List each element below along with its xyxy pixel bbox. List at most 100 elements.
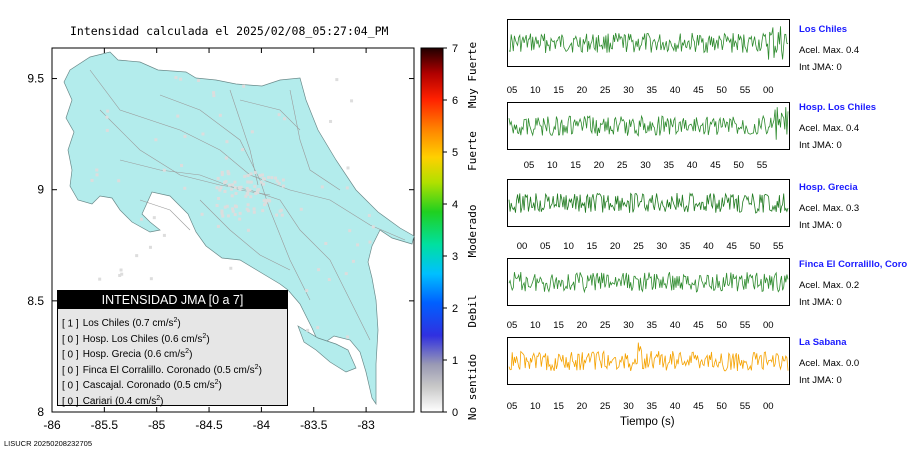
seismic-station-dot — [346, 335, 350, 339]
trace-tick-label: 20 — [593, 160, 605, 171]
seismic-station-dot — [368, 240, 372, 244]
trace-station-name[interactable]: Finca El Corralillo, Coro — [799, 259, 908, 270]
trace-panel[interactable] — [507, 179, 790, 227]
trace-max-accel: Acel. Max. 0.0 — [799, 358, 860, 369]
trace-max-accel: Acel. Max. 0.3 — [799, 203, 860, 214]
seismic-station-dot — [176, 114, 180, 118]
colorbar-tick-label: 4 — [452, 199, 458, 211]
trace-tick-label: 35 — [663, 160, 675, 171]
seismic-station-dot — [226, 214, 230, 218]
trace-tick-label: 30 — [623, 85, 634, 96]
legend-station: Hosp. Grecia — [82, 349, 142, 361]
seismic-station-dot — [148, 245, 152, 249]
road-network — [89, 69, 406, 341]
colorbar-category-label: Muy Fuerte — [466, 42, 479, 108]
intensity-legend: INTENSIDAD JMA [0 a 7] [ 1 ] Los Chiles (0… — [57, 290, 288, 407]
seismic-station-dot — [280, 213, 284, 217]
seismic-station-dot — [162, 233, 166, 237]
seismic-station-dot — [162, 168, 166, 172]
trace-intensity: Int JMA: 0 — [799, 220, 842, 231]
land-osa-peninsula — [297, 325, 357, 373]
trace-tick-label: 05 — [523, 160, 535, 171]
trace-tick-label: 15 — [553, 401, 564, 412]
lon-tick-label: -85.5 — [91, 418, 119, 432]
seismic-station-dot — [230, 187, 234, 191]
legend-accel: (0.5 cm/s — [173, 380, 215, 392]
trace-tick-label: 25 — [599, 320, 611, 331]
waveform-line — [508, 342, 789, 372]
trace-panel[interactable] — [507, 102, 790, 150]
colorbar-tick-label: 6 — [452, 95, 458, 107]
seismic-station-dot — [259, 180, 263, 184]
legend-level: [ 0 ] — [62, 395, 79, 407]
trace-tick-label: 45 — [693, 85, 704, 96]
seismic-station-dot — [246, 228, 250, 232]
seismic-station-dot — [317, 268, 321, 272]
trace-tick-label: 10 — [530, 320, 541, 331]
seismic-station-dot — [226, 171, 230, 175]
seismic-station-dot — [258, 173, 262, 177]
trace-station-name[interactable]: La Sabana — [799, 337, 847, 348]
trace-tick-label: 25 — [616, 160, 628, 171]
seismic-station-dot — [219, 186, 223, 190]
trace-panel[interactable] — [507, 258, 790, 306]
trace-tick-label: 35 — [646, 401, 658, 412]
waveform-line — [508, 192, 789, 214]
seismic-station-dot — [237, 186, 241, 190]
trace-info: Los Chiles Acel. Max. 0.4 Int JMA: 0 — [799, 24, 910, 73]
waveform-line — [508, 271, 789, 294]
seismic-station-dot — [183, 134, 187, 138]
trace-station-name[interactable]: Hosp. Los Chiles — [799, 102, 877, 113]
seismic-station-dot — [221, 214, 225, 218]
seismic-station-dot — [316, 326, 320, 330]
seismic-station-dot — [324, 241, 328, 245]
road-line — [239, 99, 301, 131]
trace-tick-label: 00 — [763, 320, 774, 331]
trace-tick-label: 10 — [563, 241, 574, 252]
colorbar-category-label: Debil — [466, 294, 479, 327]
seismic-station-dot — [275, 179, 279, 183]
seismic-station-dot — [238, 188, 242, 192]
trace-intensity: Int JMA: 0 — [799, 297, 842, 308]
seismic-station-dot — [283, 117, 287, 121]
trace-tick-label: 35 — [646, 85, 658, 96]
trace-station-name[interactable]: Los Chiles — [799, 24, 848, 35]
legend-rows: [ 1 ] Los Chiles (0.7 cm/s2)[ 0 ] Hosp. Los… — [58, 309, 287, 407]
map-title: Intensidad calculada el 2025/02/08_05:27… — [70, 24, 389, 38]
trace-intensity: Int JMA: 0 — [799, 140, 842, 151]
trace-tick-label: 25 — [599, 401, 611, 412]
colorbar-tick-label: 2 — [452, 303, 458, 315]
legend-accel-close: ) — [160, 395, 164, 407]
waveform-svg — [508, 107, 789, 140]
seismic-station-dot — [215, 186, 219, 190]
seismic-station-dot — [180, 163, 184, 167]
seismic-station-dot — [105, 115, 109, 119]
seismic-station-dot — [253, 184, 257, 188]
seismic-station-dot — [239, 185, 243, 189]
road-line — [159, 94, 311, 301]
seismic-station-dot — [233, 186, 237, 190]
lat-tick-label: 9 — [37, 183, 44, 197]
lat-tick-label: 8.5 — [27, 294, 44, 308]
legend-accel-exponent: 2 — [214, 379, 219, 386]
waveform-svg — [508, 342, 789, 372]
colorbar-tick-label: 7 — [452, 43, 458, 55]
legend-level: [ 0 ] — [62, 349, 79, 361]
trace-tick-label: 40 — [669, 320, 681, 331]
seismic-station-dot — [261, 173, 265, 177]
intensity-colorbar: 0 1 2 3 4 5 6 7 No sentido Debil Moderado Fuerte Mu… — [420, 42, 479, 420]
trace-tick-label: 55 — [739, 401, 751, 412]
trace-station-name[interactable]: Hosp. Grecia — [799, 182, 858, 193]
trace-panel[interactable] — [507, 337, 790, 385]
seismic-station-dot — [348, 229, 352, 233]
trace-tick-label: 55 — [756, 160, 768, 171]
seismic-station-dot — [367, 214, 371, 218]
seismic-station-dot — [149, 277, 153, 281]
seismic-station-dot — [344, 272, 348, 276]
seismic-station-dot — [220, 173, 224, 177]
trace-tick-label: 00 — [763, 401, 774, 412]
seismic-station-dot — [224, 180, 228, 184]
lon-tick-label: -83.5 — [300, 418, 328, 432]
seismic-station-dot — [225, 204, 229, 208]
trace-panel[interactable] — [507, 19, 790, 67]
